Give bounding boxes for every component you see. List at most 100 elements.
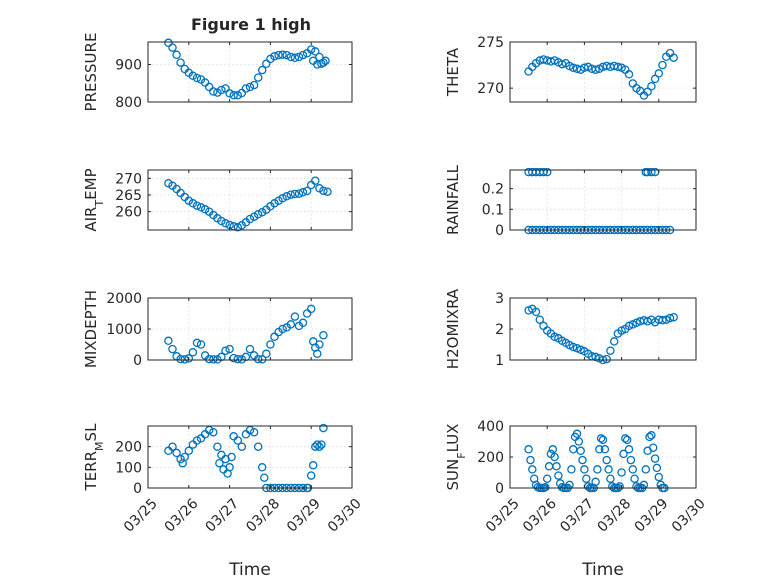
data-point <box>172 50 181 60</box>
x-tick-label: 03/26 <box>162 496 202 536</box>
data-point <box>626 455 636 465</box>
data-point <box>661 315 671 324</box>
data-point <box>180 452 189 462</box>
data-point <box>253 73 263 82</box>
data-point <box>209 355 218 364</box>
x-tick-label: 03/26 <box>520 496 560 536</box>
ylabel-4: RAINFALL <box>444 164 462 235</box>
data-point <box>176 58 185 67</box>
data-point <box>298 50 308 60</box>
data-point <box>233 436 243 445</box>
plot-area <box>148 42 352 102</box>
data-point <box>278 50 287 60</box>
data-point <box>641 465 651 474</box>
y-tick-label: 200 <box>477 450 504 466</box>
y-tick-label: 275 <box>477 35 504 51</box>
data-point <box>209 427 218 437</box>
data-point <box>225 89 234 98</box>
data-point <box>654 472 664 482</box>
data-point <box>593 465 602 474</box>
data-point <box>654 69 664 78</box>
panel-1: 800 900 PRESSURE <box>82 33 353 111</box>
data-point <box>196 340 206 349</box>
data-point <box>650 454 660 463</box>
data-point <box>192 201 202 210</box>
data-point <box>262 59 271 69</box>
y-tick-label: 200 <box>115 440 142 456</box>
y-tick-label: 2 <box>495 322 504 338</box>
data-point <box>302 186 312 196</box>
data-point <box>665 313 675 323</box>
axes-frame <box>147 425 353 489</box>
data-point <box>648 443 658 452</box>
data-point <box>624 70 634 79</box>
ylabel-3: AIRTEMP <box>82 168 106 231</box>
xlabel: Time <box>581 560 624 580</box>
ylabel-8: SUNFLUX <box>444 424 468 491</box>
ylabel-6: H2OMIXRA <box>444 288 462 369</box>
data-point <box>542 474 552 483</box>
data-point <box>188 199 198 208</box>
axes-frame <box>509 169 697 231</box>
data-point <box>262 349 271 359</box>
data-point <box>524 445 533 454</box>
y-tick-label: 400 <box>477 419 504 435</box>
data-point <box>600 445 610 454</box>
axes-frame <box>147 169 353 231</box>
plot-area <box>148 170 352 230</box>
data-point <box>245 344 255 354</box>
y-tick-label: 100 <box>115 460 142 476</box>
ylabel-7: TERRMSL <box>82 423 106 492</box>
data-point <box>647 167 656 177</box>
data-point <box>572 429 582 439</box>
x-tick-label: 03/30 <box>325 496 365 536</box>
panel-4: 0 0.1 0.2 RAINFALL <box>444 164 697 239</box>
data-point <box>217 85 226 95</box>
data-point <box>184 354 194 363</box>
data-point <box>290 189 300 199</box>
data-point <box>669 312 678 322</box>
data-point <box>580 465 589 474</box>
data-point <box>652 463 662 473</box>
data-point <box>669 53 678 62</box>
y-tick-label: 900 <box>115 58 142 74</box>
x-tick-label: 03/27 <box>202 496 242 536</box>
data-point <box>172 448 181 458</box>
data-point <box>282 50 291 60</box>
y-tick-label: 0 <box>133 353 142 369</box>
data-point <box>192 338 202 348</box>
data-point <box>241 84 251 93</box>
data-point <box>630 474 639 483</box>
data-point <box>164 336 173 346</box>
figure-title: Figure 1 high <box>191 15 311 34</box>
plot-area <box>510 170 696 230</box>
data-point <box>213 442 222 451</box>
plot-area <box>148 426 352 488</box>
data-point <box>311 47 320 56</box>
x-tick-label: 03/27 <box>557 496 597 536</box>
data-point <box>257 355 267 364</box>
data-point <box>526 455 535 465</box>
y-tick-label: 0.2 <box>482 182 504 198</box>
data-point <box>624 321 634 331</box>
data-point <box>294 52 304 62</box>
data-point <box>168 344 177 354</box>
data-point <box>253 354 263 364</box>
data-point <box>221 84 230 93</box>
x-tick-label: 03/30 <box>669 496 709 536</box>
data-point <box>613 62 623 72</box>
data-point <box>621 434 630 443</box>
data-point <box>298 188 308 197</box>
data-point <box>184 446 194 456</box>
data-point <box>602 354 611 364</box>
data-point <box>323 187 332 196</box>
data-point <box>550 452 559 462</box>
data-point <box>298 318 308 328</box>
data-point <box>311 176 320 185</box>
y-tick-label: 1000 <box>106 322 142 338</box>
axes-frame <box>509 41 697 103</box>
data-point <box>260 473 269 482</box>
